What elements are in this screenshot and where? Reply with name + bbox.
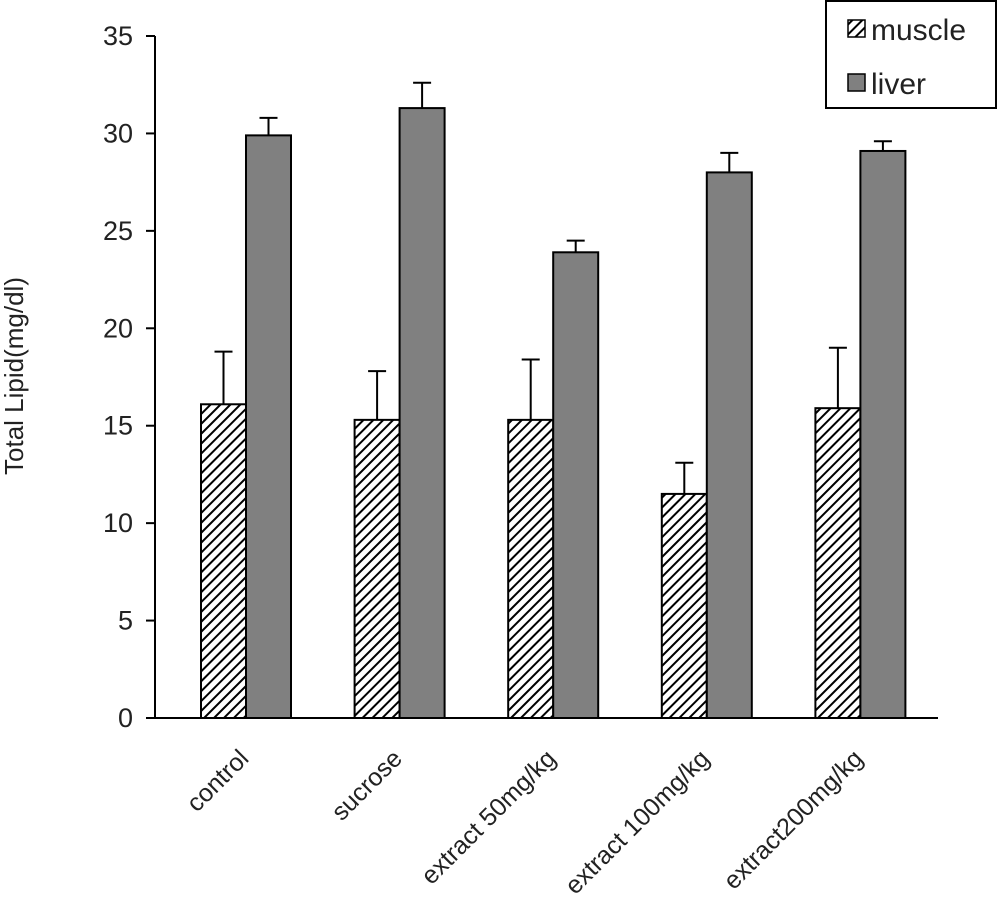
bar-muscle — [814, 407, 862, 719]
legend-swatch-liver — [847, 73, 866, 92]
bar-liver — [245, 134, 292, 719]
y-tick-label: 30 — [103, 118, 133, 148]
bar-liver — [552, 251, 600, 719]
y-axis-title: Total Lipid(mg/dl) — [0, 277, 29, 475]
bar-liver — [705, 171, 753, 719]
x-category-label: extract 50mg/kg — [416, 744, 562, 890]
y-tick-label: 0 — [118, 703, 133, 733]
legend-label-liver: liver — [871, 68, 926, 101]
y-tick-label: 15 — [103, 411, 133, 441]
x-category-label: sucrose — [326, 744, 408, 826]
bar-liver — [859, 149, 907, 720]
y-tick-label: 5 — [118, 606, 133, 636]
bar-muscle — [353, 418, 401, 719]
bar-group-2 — [507, 239, 600, 719]
y-axis: 0 5 10 15 20 25 30 35 — [103, 21, 156, 733]
y-tick-label: 25 — [103, 216, 133, 246]
legend: muscle liver — [825, 0, 997, 109]
bar-group-1 — [353, 81, 446, 719]
bar-group-0 — [200, 116, 292, 719]
bar-muscle — [507, 418, 555, 719]
bar-group-4 — [814, 140, 907, 720]
y-tick-label: 20 — [103, 313, 133, 343]
x-category-label: control — [181, 744, 254, 817]
legend-item-liver: liver — [847, 68, 926, 101]
bar-group-3 — [660, 151, 753, 719]
legend-label-muscle: muscle — [871, 14, 966, 47]
y-tick-label: 35 — [103, 21, 133, 51]
x-category-label: extract 100mg/kg — [560, 744, 715, 899]
legend-item-muscle: muscle — [847, 14, 966, 47]
legend-swatch-muscle — [847, 19, 866, 38]
bar-muscle — [200, 403, 247, 719]
bars — [200, 81, 907, 720]
y-tick-label: 10 — [103, 508, 133, 538]
x-category-label: extract200mg/kg — [718, 744, 868, 894]
bar-liver — [398, 107, 446, 719]
bar-muscle — [660, 492, 708, 719]
